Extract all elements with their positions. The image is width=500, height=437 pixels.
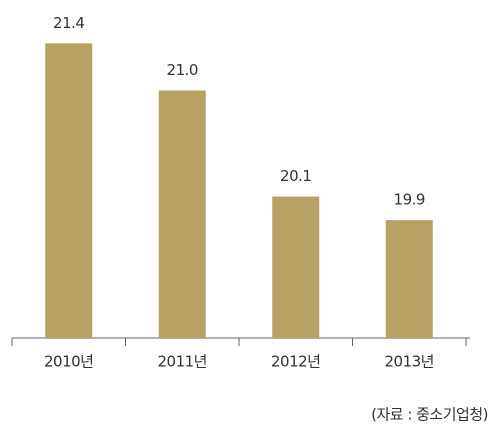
bar — [158, 90, 206, 338]
source-note: (자료 : 중소기업청) — [371, 406, 488, 424]
value-label: 21.0 — [167, 61, 198, 79]
x-tick-label: 2012년 — [271, 353, 320, 371]
bar — [272, 196, 320, 338]
x-tick-label: 2011년 — [158, 353, 207, 371]
value-label: 20.1 — [280, 167, 311, 185]
x-tick-label: 2010년 — [44, 353, 93, 371]
bar — [45, 43, 93, 338]
value-label: 19.9 — [394, 191, 425, 209]
value-label: 21.4 — [53, 14, 84, 32]
x-tick-label: 2013년 — [385, 353, 434, 371]
bar — [385, 220, 433, 338]
